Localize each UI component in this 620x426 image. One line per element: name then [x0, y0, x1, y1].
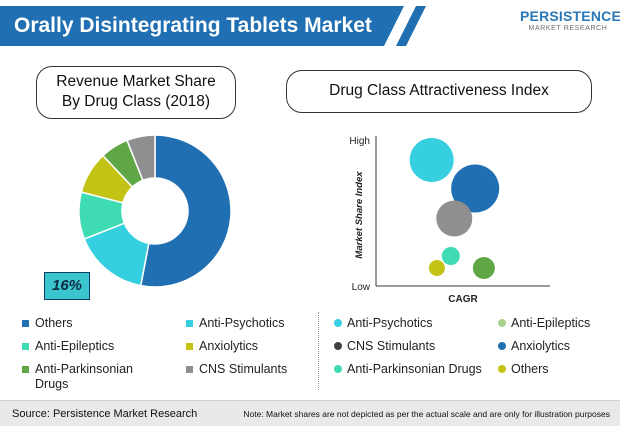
bubble-others: [428, 260, 445, 276]
legend-swatch: [334, 342, 342, 350]
anti-psychotics-share-callout: 16%: [44, 272, 90, 300]
donut-legend: Others Anti-Psychotics Anti-Epileptics Anxi…: [22, 316, 302, 396]
legend-swatch: [22, 343, 29, 350]
legend-swatch: [498, 342, 506, 350]
y-axis-label: Market Share Index: [354, 171, 365, 259]
banner-shape: [0, 6, 426, 46]
legend-label: CNS Stimulants: [347, 339, 436, 353]
bubble-chart: High Low CAGR Market Share Index: [349, 136, 550, 305]
logo-main-text: PERSISTENCE: [520, 8, 620, 24]
x-axis-label: CAGR: [448, 294, 478, 305]
legend-swatch: [334, 319, 342, 327]
legend-label: Anti-Parkinsonian Drugs: [347, 362, 482, 376]
legend-swatch: [186, 343, 193, 350]
legend-swatch: [22, 366, 29, 373]
legend-label: Anti-Psychotics: [347, 316, 433, 330]
header-banner: Orally Disintegrating Tablets Market: [0, 6, 430, 46]
bubble-anti-epileptics: [472, 257, 495, 279]
legend-label: Anti-Psychotics: [199, 316, 285, 330]
legend-swatch: [186, 366, 193, 373]
donut-slice-cns-stimulants: [126, 134, 156, 182]
donut-title-line1: Revenue Market Share: [56, 73, 216, 90]
company-logo: PERSISTENCE MARKET RESEARCH: [520, 8, 620, 32]
bubble-title-text: Drug Class Attractiveness Index: [329, 82, 549, 99]
source-text: Source: Persistence Market Research: [12, 408, 198, 420]
donut-chart: [78, 134, 232, 288]
legend-label: Anxiolytics: [199, 339, 259, 353]
legend-label: Anxiolytics: [511, 339, 571, 353]
footer-bar: Source: Persistence Market Research Note…: [0, 400, 620, 426]
donut-chart-title: Revenue Market Share By Drug Class (2018…: [36, 66, 236, 119]
bubble-chart-title: Drug Class Attractiveness Index: [286, 70, 592, 113]
y-tick-low: Low: [352, 282, 371, 293]
donut-slice-others: [139, 134, 232, 288]
legend-swatch: [334, 365, 342, 373]
legend-swatch: [22, 320, 29, 327]
legend-divider: [318, 312, 319, 390]
legend-swatch: [186, 320, 193, 327]
bubble-anti-psychotics: [409, 138, 454, 182]
bubble-legend: Anti-Psychotics Anti-Epileptics CNS Stimul…: [334, 316, 614, 396]
page-title: Orally Disintegrating Tablets Market: [14, 14, 372, 37]
legend-label: Anti-Epileptics: [35, 339, 115, 353]
y-tick-high: High: [349, 136, 370, 147]
note-text: Note: Market shares are not depicted as …: [243, 409, 610, 419]
legend-swatch: [498, 365, 506, 373]
bubble-anxiolytics: [451, 164, 500, 213]
bubble-cns-stimulants: [436, 200, 473, 237]
logo-sub-text: MARKET RESEARCH: [528, 25, 608, 32]
legend-label: Others: [35, 316, 73, 330]
legend-label: Others: [511, 362, 549, 376]
bubble-anti-parkinsonian-drugs: [441, 247, 460, 265]
legend-swatch: [498, 319, 506, 327]
donut-title-line2: By Drug Class (2018): [61, 93, 211, 110]
legend-label: Anti-Epileptics: [511, 316, 591, 330]
legend-label: Anti-Parkinsonian Drugs: [35, 362, 133, 391]
legend-label: CNS Stimulants: [199, 362, 288, 376]
